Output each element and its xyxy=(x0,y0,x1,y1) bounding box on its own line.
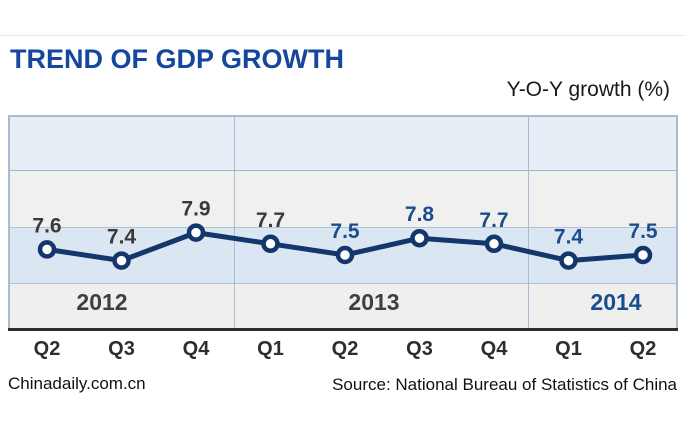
year-divider-2012-2013 xyxy=(234,117,235,330)
data-point-value-label: 7.7 xyxy=(256,209,285,232)
page-title: TREND OF GDP GROWTH xyxy=(10,44,344,74)
quarter-tick-label: Q4 xyxy=(182,338,210,360)
data-point-marker xyxy=(37,240,57,259)
data-point-marker xyxy=(410,228,429,248)
year-group-label-2012: 2012 xyxy=(76,289,128,315)
data-point-marker xyxy=(186,223,206,242)
quarter-tick-label: Q1 xyxy=(257,338,284,360)
quarter-tick-label: Q3 xyxy=(406,338,433,360)
quarter-tick-label: Q2 xyxy=(331,338,359,360)
year-label-band xyxy=(10,283,676,331)
data-point-marker xyxy=(335,245,355,265)
plot-band-top xyxy=(10,117,676,170)
plot-band-8-9 xyxy=(10,170,676,228)
year-divider-2013-2014 xyxy=(528,117,529,330)
x-axis-line xyxy=(8,328,678,331)
data-point-marker xyxy=(559,251,578,270)
quarter-tick-label: Q3 xyxy=(108,338,135,360)
quarter-tick-label: Q2 xyxy=(629,338,657,360)
quarter-tick-label: Q1 xyxy=(555,338,582,360)
data-point-marker xyxy=(633,245,653,265)
data-point-value-label: 7.5 xyxy=(628,220,658,243)
data-point-value-label: 7.7 xyxy=(479,209,508,232)
data-point-marker xyxy=(261,234,280,254)
chart-plot-area: 2012 2013 2014 xyxy=(8,115,678,331)
data-point-marker xyxy=(112,251,131,270)
branding-text: Chinadaily.com.cn xyxy=(8,374,146,393)
gdp-line-chart: 7.6 7.4 7.9 7.7 7.5 7.8 7.7 7.4 7.5 xyxy=(32,198,658,270)
data-point-value-label: 7.4 xyxy=(107,226,137,249)
data-point-value-label: 7.8 xyxy=(405,203,435,226)
y-axis-unit-label: Y-O-Y growth (%) xyxy=(506,78,670,101)
source-text: Source: National Bureau of Statistics of… xyxy=(332,375,677,394)
year-group-label-2014: 2014 xyxy=(590,289,642,315)
header-divider xyxy=(0,35,685,36)
data-point-value-label: 7.4 xyxy=(554,226,584,249)
year-group-label-2013: 2013 xyxy=(348,289,400,315)
data-point-marker xyxy=(484,234,504,254)
data-point-value-label: 7.9 xyxy=(181,198,210,221)
data-point-value-label: 7.6 xyxy=(32,214,61,237)
quarter-axis-labels: Q2 Q3 Q4 Q1 Q2 Q3 Q4 Q1 Q2 xyxy=(8,331,678,369)
quarter-tick-label: Q2 xyxy=(33,338,61,360)
data-point-value-label: 7.5 xyxy=(330,220,360,243)
quarter-tick-label: Q4 xyxy=(480,338,508,360)
